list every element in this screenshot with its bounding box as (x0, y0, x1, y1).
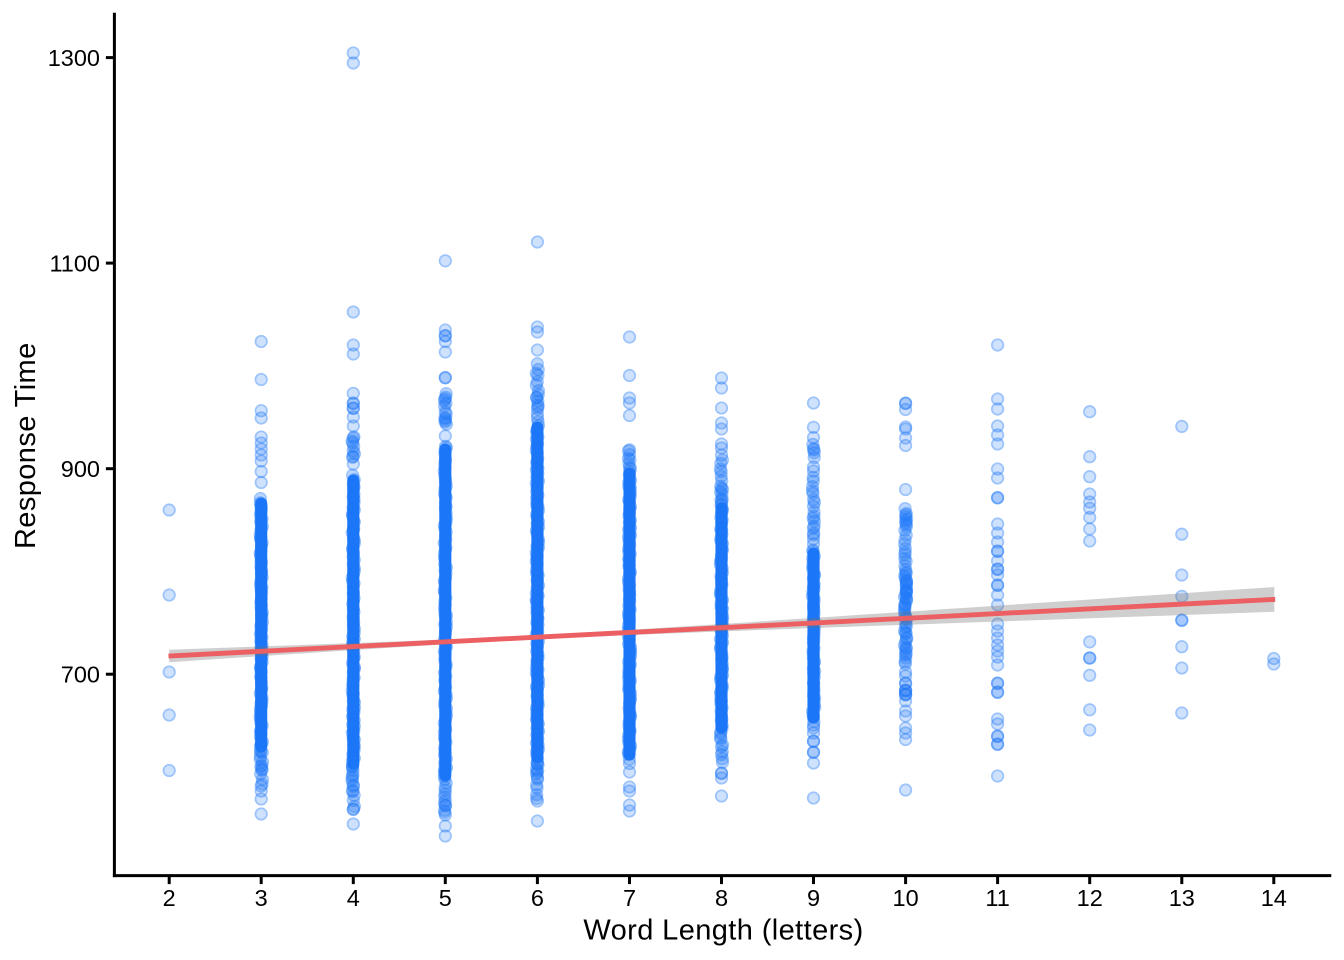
svg-text:4: 4 (347, 885, 360, 911)
svg-text:14: 14 (1261, 885, 1287, 911)
svg-text:1300: 1300 (48, 45, 100, 71)
svg-text:7: 7 (623, 885, 636, 911)
svg-text:10: 10 (893, 885, 919, 911)
svg-text:5: 5 (439, 885, 452, 911)
svg-text:6: 6 (531, 885, 544, 911)
svg-text:13: 13 (1169, 885, 1195, 911)
svg-text:1100: 1100 (49, 250, 100, 276)
svg-text:8: 8 (715, 885, 728, 911)
svg-text:11: 11 (985, 885, 1009, 911)
svg-text:9: 9 (807, 885, 820, 911)
svg-text:2: 2 (163, 885, 176, 911)
svg-text:3: 3 (255, 885, 268, 911)
svg-text:Word Length (letters): Word Length (letters) (583, 915, 863, 947)
svg-text:900: 900 (61, 456, 100, 482)
svg-text:700: 700 (61, 662, 100, 688)
svg-text:Response Time: Response Time (10, 342, 42, 549)
svg-text:12: 12 (1077, 885, 1103, 911)
